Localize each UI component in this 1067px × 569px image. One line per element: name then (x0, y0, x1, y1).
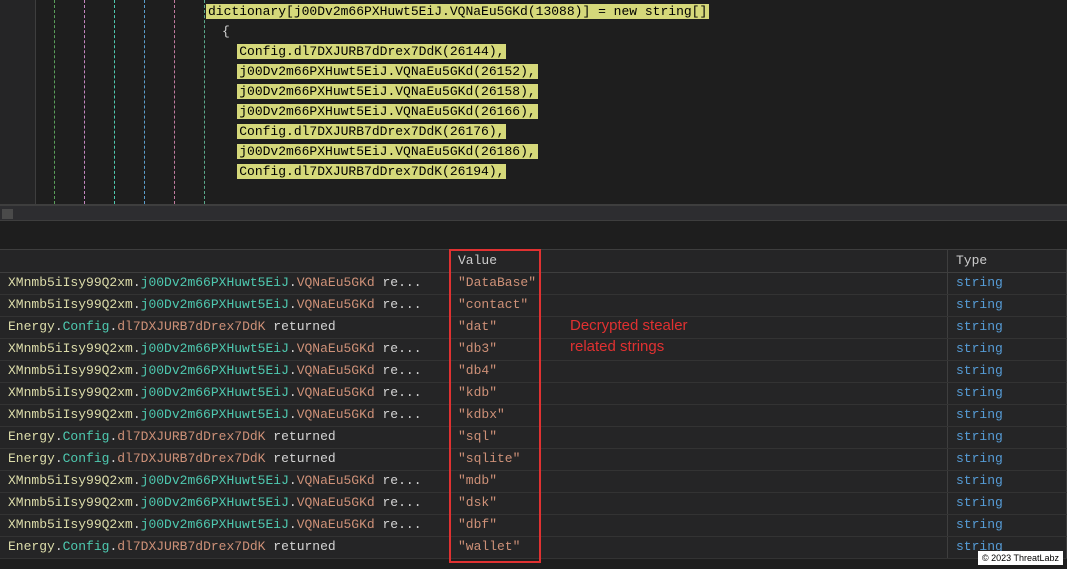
code-line: j00Dv2m66PXHuwt5EiJ.VQNaEu5GKd(26166), (206, 102, 1067, 122)
annotation-label: Decrypted stealer related strings (570, 315, 688, 357)
code-editor-pane: dictionary[j00Dv2m66PXHuwt5EiJ.VQNaEu5GK… (0, 0, 1067, 205)
row-type: string (948, 405, 1067, 426)
table-row[interactable]: Energy.Config.dl7DXJURB7dDrex7DdK return… (0, 537, 1067, 559)
row-value: "kdb" (450, 383, 948, 404)
code-line: Config.dl7DXJURB7dDrex7DdK(26194), (206, 162, 1067, 182)
indent-guides (36, 0, 206, 204)
row-value: "mdb" (450, 471, 948, 492)
row-value: "kdbx" (450, 405, 948, 426)
table-row[interactable]: XMnmb5iIsy99Q2xm.j00Dv2m66PXHuwt5EiJ.VQN… (0, 295, 1067, 317)
table-row[interactable]: XMnmb5iIsy99Q2xm.j00Dv2m66PXHuwt5EiJ.VQN… (0, 515, 1067, 537)
row-name: Energy.Config.dl7DXJURB7dDrex7DdK return… (0, 449, 450, 470)
row-type: string (948, 449, 1067, 470)
table-row[interactable]: Energy.Config.dl7DXJURB7dDrex7DdK return… (0, 427, 1067, 449)
row-type: string (948, 493, 1067, 514)
watermark: © 2023 ThreatLabz (978, 551, 1063, 565)
row-name: XMnmb5iIsy99Q2xm.j00Dv2m66PXHuwt5EiJ.VQN… (0, 273, 450, 294)
code-brace: { (206, 22, 1067, 42)
code-line: j00Dv2m66PXHuwt5EiJ.VQNaEu5GKd(26158), (206, 82, 1067, 102)
watch-header: Value Type (0, 249, 1067, 273)
row-type: string (948, 317, 1067, 338)
row-type: string (948, 427, 1067, 448)
row-value: "dbf" (450, 515, 948, 536)
code-text[interactable]: dictionary[j00Dv2m66PXHuwt5EiJ.VQNaEu5GK… (206, 0, 1067, 204)
row-value: "db3" (450, 339, 948, 360)
row-value: "contact" (450, 295, 948, 316)
table-row[interactable]: XMnmb5iIsy99Q2xm.j00Dv2m66PXHuwt5EiJ.VQN… (0, 339, 1067, 361)
header-type[interactable]: Type (948, 250, 1067, 272)
row-value: "dsk" (450, 493, 948, 514)
table-row[interactable]: XMnmb5iIsy99Q2xm.j00Dv2m66PXHuwt5EiJ.VQN… (0, 493, 1067, 515)
code-line: j00Dv2m66PXHuwt5EiJ.VQNaEu5GKd(26152), (206, 62, 1067, 82)
row-name: Energy.Config.dl7DXJURB7dDrex7DdK return… (0, 427, 450, 448)
row-name: XMnmb5iIsy99Q2xm.j00Dv2m66PXHuwt5EiJ.VQN… (0, 405, 450, 426)
row-name: XMnmb5iIsy99Q2xm.j00Dv2m66PXHuwt5EiJ.VQN… (0, 493, 450, 514)
row-name: XMnmb5iIsy99Q2xm.j00Dv2m66PXHuwt5EiJ.VQN… (0, 471, 450, 492)
header-name[interactable] (0, 250, 450, 272)
row-type: string (948, 515, 1067, 536)
table-row[interactable]: Energy.Config.dl7DXJURB7dDrex7DdK return… (0, 449, 1067, 471)
scrollbar-thumb[interactable] (2, 209, 13, 219)
horizontal-scrollbar[interactable] (0, 205, 1067, 221)
watch-rows: Decrypted stealer related strings XMnmb5… (0, 273, 1067, 559)
code-line: dictionary[j00Dv2m66PXHuwt5EiJ.VQNaEu5GK… (206, 2, 1067, 22)
row-type: string (948, 361, 1067, 382)
row-name: XMnmb5iIsy99Q2xm.j00Dv2m66PXHuwt5EiJ.VQN… (0, 515, 450, 536)
row-value: "wallet" (450, 537, 948, 558)
header-value[interactable]: Value (450, 250, 948, 272)
row-value: "dat" (450, 317, 948, 338)
watch-pane: Value Type Decrypted stealer related str… (0, 249, 1067, 559)
row-type: string (948, 471, 1067, 492)
row-name: XMnmb5iIsy99Q2xm.j00Dv2m66PXHuwt5EiJ.VQN… (0, 383, 450, 404)
table-row[interactable]: XMnmb5iIsy99Q2xm.j00Dv2m66PXHuwt5EiJ.VQN… (0, 361, 1067, 383)
row-name: XMnmb5iIsy99Q2xm.j00Dv2m66PXHuwt5EiJ.VQN… (0, 339, 450, 360)
row-type: string (948, 295, 1067, 316)
row-value: "db4" (450, 361, 948, 382)
row-type: string (948, 383, 1067, 404)
row-value: "DataBase" (450, 273, 948, 294)
row-name: XMnmb5iIsy99Q2xm.j00Dv2m66PXHuwt5EiJ.VQN… (0, 295, 450, 316)
code-line: Config.dl7DXJURB7dDrex7DdK(26144), (206, 42, 1067, 62)
row-type: string (948, 339, 1067, 360)
row-name: Energy.Config.dl7DXJURB7dDrex7DdK return… (0, 537, 450, 558)
code-line: j00Dv2m66PXHuwt5EiJ.VQNaEu5GKd(26186), (206, 142, 1067, 162)
table-row[interactable]: XMnmb5iIsy99Q2xm.j00Dv2m66PXHuwt5EiJ.VQN… (0, 471, 1067, 493)
pane-spacer (0, 221, 1067, 249)
table-row[interactable]: XMnmb5iIsy99Q2xm.j00Dv2m66PXHuwt5EiJ.VQN… (0, 273, 1067, 295)
row-name: Energy.Config.dl7DXJURB7dDrex7DdK return… (0, 317, 450, 338)
code-gutter (0, 0, 36, 204)
row-value: "sqlite" (450, 449, 948, 470)
row-name: XMnmb5iIsy99Q2xm.j00Dv2m66PXHuwt5EiJ.VQN… (0, 361, 450, 382)
table-row[interactable]: XMnmb5iIsy99Q2xm.j00Dv2m66PXHuwt5EiJ.VQN… (0, 383, 1067, 405)
table-row[interactable]: Energy.Config.dl7DXJURB7dDrex7DdK return… (0, 317, 1067, 339)
table-row[interactable]: XMnmb5iIsy99Q2xm.j00Dv2m66PXHuwt5EiJ.VQN… (0, 405, 1067, 427)
row-value: "sql" (450, 427, 948, 448)
code-line: Config.dl7DXJURB7dDrex7DdK(26176), (206, 122, 1067, 142)
row-type: string (948, 273, 1067, 294)
